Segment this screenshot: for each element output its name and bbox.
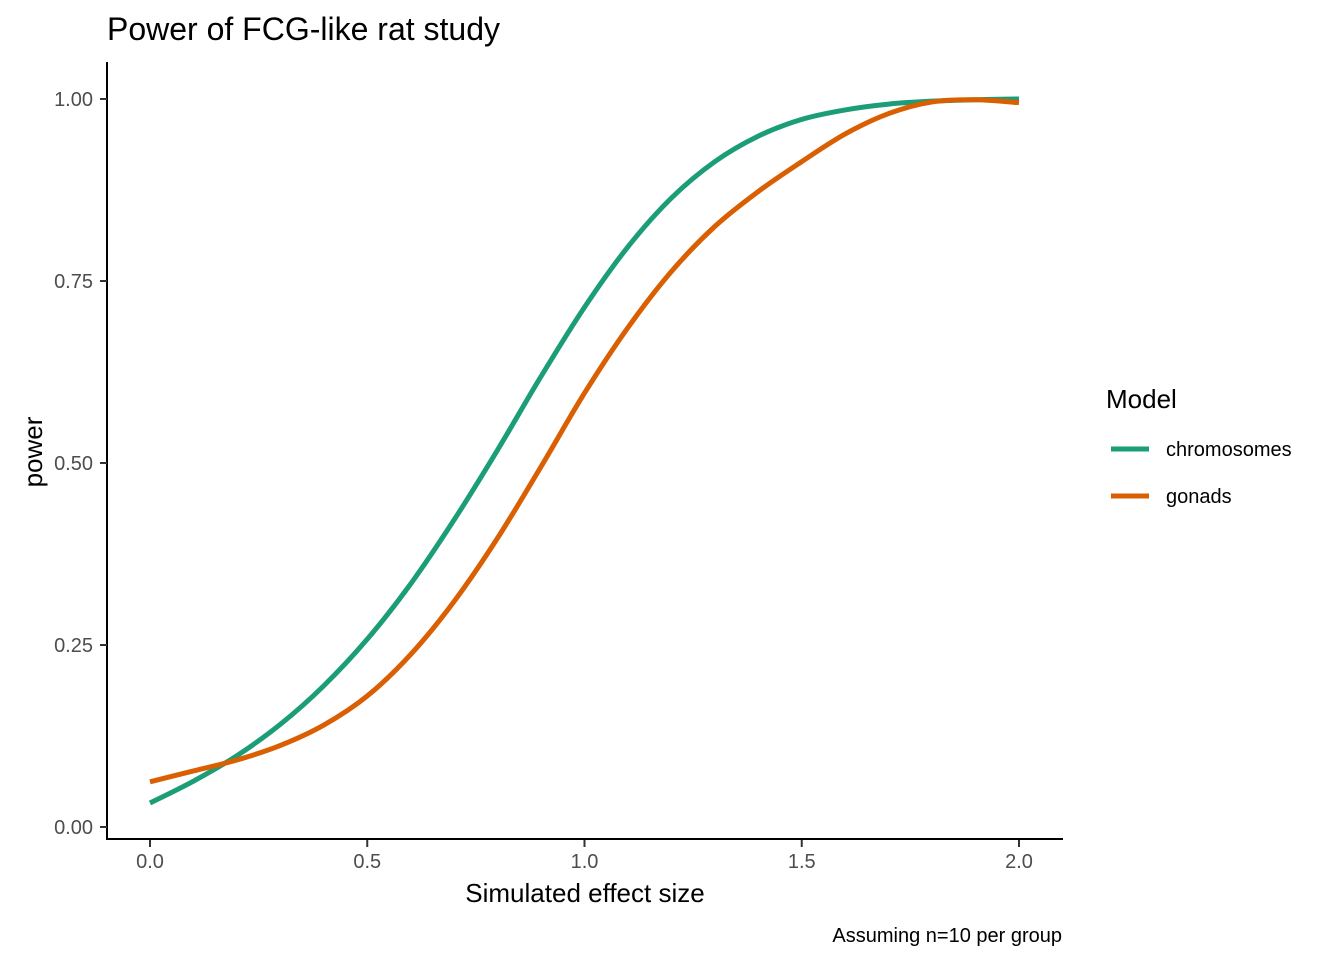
- chart-title: Power of FCG-like rat study: [107, 11, 500, 47]
- series-line-chromosomes: [148, 96, 1020, 806]
- legend-item-chromosomes: chromosomes: [1111, 439, 1292, 461]
- legend-title: Model: [1106, 384, 1177, 414]
- legend: Model chromosomes gonads: [1106, 384, 1292, 508]
- legend-label-gonads: gonads: [1166, 486, 1232, 508]
- series-line-gonads: [149, 97, 1020, 785]
- chart-caption: Assuming n=10 per group: [832, 925, 1062, 947]
- series-layer: [148, 96, 1020, 806]
- x-axis-title: Simulated effect size: [465, 878, 704, 908]
- y-axis-ticks: 0.00 0.25 0.50 0.75 1.00: [54, 89, 107, 839]
- y-tick-label: 0.75: [54, 271, 93, 293]
- y-tick-label: 0.25: [54, 635, 93, 657]
- x-tick-label: 2.0: [1005, 851, 1033, 873]
- legend-item-gonads: gonads: [1111, 486, 1232, 508]
- x-tick-label: 0.0: [136, 851, 164, 873]
- y-axis-title: power: [18, 416, 48, 487]
- y-tick-label: 0.50: [54, 453, 93, 475]
- y-tick-label: 1.00: [54, 89, 93, 111]
- y-tick-label: 0.00: [54, 817, 93, 839]
- x-tick-label: 1.5: [788, 851, 816, 873]
- x-tick-label: 1.0: [571, 851, 599, 873]
- x-tick-label: 0.5: [353, 851, 381, 873]
- legend-label-chromosomes: chromosomes: [1166, 439, 1292, 461]
- plot-panel: 0.0 0.5 1.0 1.5 2.0 0.00 0.25 0.50 0.75 1.00: [54, 62, 1063, 873]
- x-axis-ticks: 0.0 0.5 1.0 1.5 2.0: [136, 840, 1033, 873]
